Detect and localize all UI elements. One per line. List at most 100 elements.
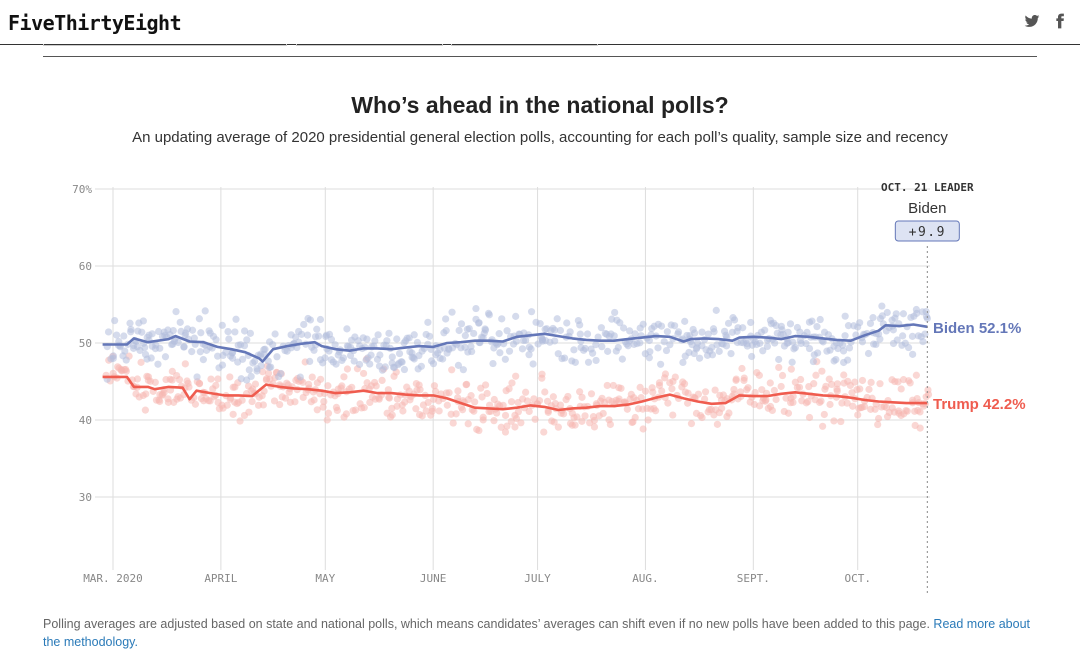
poll-dot xyxy=(133,375,142,383)
poll-dot xyxy=(188,348,196,356)
poll-dot xyxy=(324,409,333,417)
poll-dot xyxy=(505,385,513,393)
poll-dot xyxy=(231,328,239,336)
poll-dot xyxy=(193,373,201,381)
poll-dot xyxy=(649,388,657,396)
poll-dot xyxy=(912,371,920,379)
poll-dot xyxy=(197,329,205,337)
poll-dot xyxy=(212,336,220,344)
poll-dot xyxy=(617,384,625,392)
poll-dot xyxy=(664,399,672,407)
poll-dot xyxy=(641,387,650,395)
poll-dot xyxy=(810,380,818,388)
x-tick-label: APRIL xyxy=(204,572,237,585)
poll-dot xyxy=(789,392,797,400)
poll-dot xyxy=(236,417,244,425)
poll-dot xyxy=(701,388,710,396)
poll-dot xyxy=(669,411,677,419)
poll-dot xyxy=(646,348,654,356)
poll-dot xyxy=(313,325,321,333)
poll-dot xyxy=(485,311,493,319)
poll-dot xyxy=(578,393,586,401)
poll-dot xyxy=(538,370,546,378)
poll-dot xyxy=(470,407,478,415)
poll-dot xyxy=(670,322,679,330)
poll-dot xyxy=(663,328,671,336)
poll-dot xyxy=(454,387,462,395)
poll-dot xyxy=(755,371,763,379)
poll-dot xyxy=(916,408,924,416)
poll-dot xyxy=(195,379,204,387)
poll-dot xyxy=(805,413,814,422)
poll-dot xyxy=(276,400,284,409)
poll-dot xyxy=(639,425,647,433)
poll-dot xyxy=(654,344,662,352)
tab-stub[interactable] xyxy=(43,44,287,46)
poll-dot xyxy=(584,358,593,366)
methodology-link[interactable]: Read more about the methodology. xyxy=(43,617,1031,649)
poll-dot xyxy=(674,328,683,336)
poll-dot xyxy=(738,364,746,373)
poll-dot xyxy=(428,407,436,415)
poll-dot xyxy=(481,325,489,333)
poll-dot xyxy=(240,342,249,350)
poll-dot xyxy=(906,379,914,387)
poll-dot xyxy=(161,353,170,361)
biden-end-label: Biden 52.1% xyxy=(933,320,1021,337)
poll-dot xyxy=(248,397,256,406)
poll-dot xyxy=(331,341,339,349)
poll-dot xyxy=(308,373,316,381)
poll-dot xyxy=(241,327,249,335)
poll-dot xyxy=(658,387,666,395)
poll-dot xyxy=(264,369,273,377)
poll-dot xyxy=(832,355,840,364)
x-tick-label: SEPT. xyxy=(737,572,770,585)
poll-dot xyxy=(264,357,272,365)
poll-dot xyxy=(883,308,891,317)
site-logo[interactable]: FiveThirtyEight xyxy=(8,11,182,35)
poll-dot xyxy=(164,398,173,406)
grid-layer xyxy=(95,187,930,570)
poll-dot xyxy=(343,365,352,373)
poll-dot xyxy=(172,308,180,316)
poll-dot xyxy=(712,306,720,314)
poll-dot xyxy=(645,354,653,362)
poll-dot xyxy=(468,347,476,356)
poll-dot xyxy=(679,358,687,367)
poll-dot xyxy=(903,407,911,415)
poll-dot xyxy=(636,383,644,391)
poll-dot xyxy=(839,347,848,355)
poll-dot xyxy=(864,349,873,358)
poll-dot xyxy=(243,336,251,344)
poll-dot xyxy=(503,422,511,430)
poll-dot xyxy=(922,307,930,316)
poll-dot xyxy=(481,381,490,389)
poll-dot xyxy=(730,385,738,394)
poll-dot xyxy=(412,405,420,413)
poll-dot xyxy=(732,376,740,384)
poll-dot xyxy=(388,353,396,361)
poll-dot xyxy=(631,413,639,422)
tab-stub[interactable] xyxy=(296,44,443,46)
poll-dot xyxy=(838,399,846,407)
twitter-icon[interactable] xyxy=(1024,13,1040,29)
facebook-icon[interactable] xyxy=(1052,13,1068,29)
poll-dot xyxy=(181,360,189,368)
poll-dot xyxy=(604,347,612,355)
tab-stub[interactable] xyxy=(451,44,598,46)
poll-dot xyxy=(778,371,787,380)
poll-dot xyxy=(775,363,783,372)
poll-dot xyxy=(592,340,600,349)
site-header: FiveThirtyEight xyxy=(0,0,1080,45)
poll-dot xyxy=(833,380,842,388)
poll-dot xyxy=(603,381,611,390)
poll-dot xyxy=(499,401,507,409)
tab-row-remnant xyxy=(0,44,1080,58)
poll-dot xyxy=(893,336,901,344)
poll-dot xyxy=(154,360,162,368)
poll-dot xyxy=(261,345,269,353)
poll-dot xyxy=(190,334,198,342)
leader-margin-box xyxy=(894,220,960,242)
poll-dot xyxy=(525,407,533,415)
poll-dot xyxy=(844,356,852,364)
